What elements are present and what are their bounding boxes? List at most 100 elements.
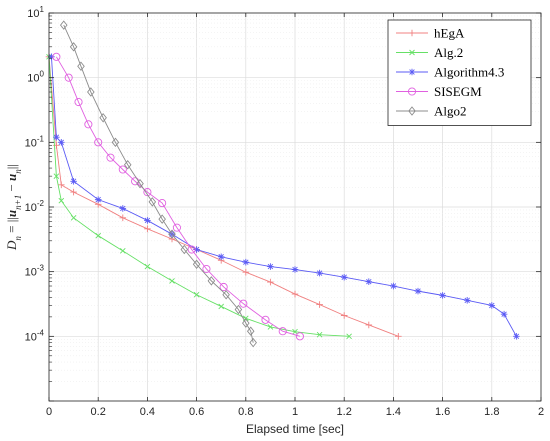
data-point bbox=[70, 177, 77, 185]
y-tick-exponent: 1 bbox=[40, 5, 45, 14]
y-label-u2-sub: n bbox=[13, 169, 23, 174]
data-point bbox=[202, 264, 211, 274]
data-point bbox=[219, 282, 228, 292]
data-point bbox=[316, 331, 323, 338]
data-point bbox=[52, 52, 61, 61]
data-point bbox=[234, 304, 243, 315]
data-point bbox=[94, 138, 103, 147]
data-point bbox=[239, 299, 248, 308]
y-tick-exponent: 0 bbox=[40, 70, 45, 79]
y-tick-label: 10-2 bbox=[25, 199, 45, 214]
y-axis-label: Dn = ||un+1 − un|| bbox=[4, 164, 23, 251]
data-point bbox=[408, 68, 416, 76]
data-point bbox=[187, 245, 196, 254]
legend-label: Alg.2 bbox=[434, 45, 463, 60]
data-point bbox=[119, 214, 127, 222]
data-point bbox=[207, 276, 216, 286]
y-tick-label: 10-3 bbox=[25, 264, 45, 279]
data-point bbox=[439, 292, 446, 299]
data-point bbox=[99, 113, 107, 123]
data-point bbox=[408, 29, 416, 37]
x-tick-label: 0.8 bbox=[238, 406, 253, 418]
data-point bbox=[59, 20, 68, 30]
y-label-u2: u bbox=[4, 174, 19, 181]
data-point bbox=[58, 139, 65, 146]
legend-label: Algorithm4.3 bbox=[434, 65, 504, 80]
legend: hEgA Alg.2 Algorithm4.3 SISEGM Algo2 bbox=[387, 19, 532, 126]
data-point bbox=[218, 303, 225, 310]
data-point bbox=[242, 318, 250, 328]
x-tick-label: 1.2 bbox=[337, 406, 352, 418]
data-point bbox=[143, 188, 152, 197]
y-label-minus: − bbox=[4, 181, 19, 195]
y-tick-base: 10 bbox=[25, 137, 37, 149]
data-point bbox=[242, 268, 250, 276]
data-point bbox=[513, 333, 520, 340]
x-tick-label: 0.6 bbox=[189, 406, 204, 418]
y-tick-base: 10 bbox=[27, 73, 39, 85]
data-point bbox=[87, 87, 95, 97]
data-point bbox=[172, 223, 181, 232]
data-point bbox=[242, 258, 250, 266]
data-point bbox=[70, 215, 77, 221]
data-point bbox=[168, 229, 176, 239]
data-point bbox=[390, 282, 397, 290]
y-tick-exponent: -4 bbox=[37, 328, 45, 337]
data-point bbox=[119, 205, 127, 212]
data-point bbox=[64, 73, 73, 82]
data-point bbox=[106, 153, 115, 162]
legend-item: Algorithm4.3 bbox=[396, 65, 504, 80]
data-point bbox=[192, 259, 201, 270]
data-point bbox=[58, 197, 65, 204]
series-Algo2 bbox=[59, 20, 257, 348]
data-point bbox=[488, 302, 496, 309]
y-label-lhs-sub: n bbox=[13, 236, 23, 241]
data-point bbox=[267, 263, 274, 270]
series-line bbox=[55, 56, 301, 337]
data-point bbox=[193, 246, 200, 253]
data-point bbox=[414, 287, 422, 295]
data-point bbox=[292, 328, 298, 335]
data-point bbox=[48, 53, 55, 61]
data-point bbox=[500, 310, 508, 318]
data-point bbox=[261, 315, 270, 324]
y-label-u1: u bbox=[4, 210, 19, 217]
data-point bbox=[119, 248, 126, 254]
y-tick-label: 101 bbox=[27, 5, 44, 20]
x-tick-label: 0.4 bbox=[140, 406, 155, 418]
legend-item: Alg.2 bbox=[396, 45, 463, 60]
data-point bbox=[158, 214, 166, 224]
data-point bbox=[144, 225, 151, 233]
data-point bbox=[144, 263, 151, 270]
data-point bbox=[69, 42, 78, 52]
data-point bbox=[365, 321, 373, 329]
data-point bbox=[180, 244, 189, 255]
data-point bbox=[144, 217, 151, 224]
x-tick-label: 1.8 bbox=[484, 406, 499, 418]
data-point bbox=[346, 333, 352, 340]
data-point bbox=[70, 188, 77, 196]
legend-label: SISEGM bbox=[434, 84, 482, 99]
y-tick-label: 10-1 bbox=[25, 134, 45, 149]
data-point bbox=[111, 137, 120, 148]
data-point bbox=[58, 181, 65, 189]
data-point bbox=[148, 197, 157, 207]
x-tick-label: 1.4 bbox=[386, 406, 401, 418]
series-Alg.2 bbox=[46, 54, 352, 340]
legend-item: Algo2 bbox=[396, 104, 467, 119]
data-point bbox=[222, 290, 230, 300]
data-point bbox=[246, 326, 255, 336]
data-point bbox=[463, 297, 471, 304]
legend-label: hEgA bbox=[434, 26, 465, 41]
data-point bbox=[169, 278, 175, 284]
x-tick-label: 0.2 bbox=[91, 406, 106, 418]
y-label-u1-sub: n+1 bbox=[13, 195, 23, 210]
tick-layer: 0 0.2 0.4 0.6 0.8 1 1.2 1.4 1.6 1.8 210110010-110-… bbox=[25, 5, 544, 418]
legend-label: Algo2 bbox=[434, 104, 467, 119]
data-point bbox=[74, 97, 83, 107]
data-point bbox=[249, 337, 257, 348]
data-point bbox=[291, 290, 299, 298]
y-tick-base: 10 bbox=[27, 8, 39, 20]
data-point bbox=[407, 87, 417, 96]
data-point bbox=[278, 327, 287, 336]
